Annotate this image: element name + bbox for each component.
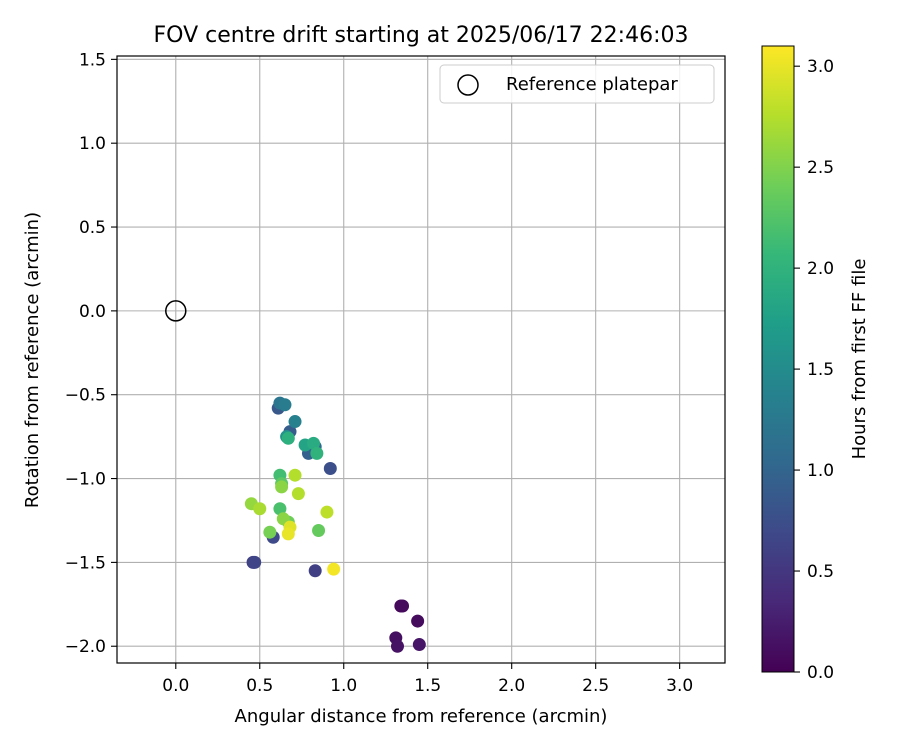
data-point	[412, 638, 426, 652]
colorbar: 0.0 0.5 1.0 1.5 2.0 2.5 3.0 Hours from first F…	[761, 45, 870, 683]
data-point	[273, 502, 287, 516]
y-tick-label: 0.0	[79, 302, 106, 322]
legend-reference-label: Reference platepar	[506, 74, 678, 95]
x-axis-ticks: 0.0 0.5 1.0 1.5 2.0 2.5 3.0	[162, 663, 693, 696]
y-tick-label: −1.0	[65, 470, 106, 490]
data-point	[396, 599, 410, 613]
data-point	[281, 527, 295, 541]
y-tick-label: 1.0	[79, 134, 106, 154]
colorbar-tick-label: 0.0	[807, 663, 834, 683]
data-point	[390, 639, 404, 653]
y-tick-label: 1.5	[79, 50, 106, 70]
data-point	[320, 505, 334, 519]
colorbar-ticks: 0.0 0.5 1.0 1.5 2.0 2.5 3.0	[794, 57, 834, 683]
legend: Reference platepar	[439, 64, 715, 104]
legend-reference-marker	[457, 74, 479, 96]
colorbar-tick-label: 2.0	[807, 259, 834, 279]
y-tick-label: −0.5	[65, 386, 106, 406]
x-tick-label: 0.5	[246, 676, 273, 696]
data-point	[248, 555, 262, 569]
grid-lines	[117, 56, 725, 663]
data-point	[263, 525, 277, 539]
x-tick-label: 2.0	[498, 676, 525, 696]
colorbar-tick-label: 1.5	[807, 360, 834, 380]
colorbar-label: Hours from first FF file	[849, 259, 870, 460]
reference-platepar-marker	[165, 300, 187, 322]
data-point	[312, 524, 326, 538]
colorbar-tick-label: 3.0	[807, 57, 834, 77]
colorbar-tick-label: 0.5	[807, 562, 834, 582]
colorbar-tick-label: 1.0	[807, 461, 834, 481]
x-tick-label: 1.5	[414, 676, 441, 696]
data-point	[275, 480, 289, 494]
data-point	[323, 461, 337, 475]
chart-title: FOV centre drift starting at 2025/06/17 …	[154, 23, 689, 48]
data-point	[327, 562, 341, 576]
y-axis-ticks: −2.0 −1.5 −1.0 −0.5 0.0 0.5 1.0 1.5	[65, 50, 117, 657]
y-tick-label: 0.5	[79, 218, 106, 238]
data-point	[281, 431, 295, 445]
x-tick-label: 3.0	[666, 676, 693, 696]
data-points	[244, 396, 426, 653]
data-point	[310, 446, 324, 460]
x-axis-label: Angular distance from reference (arcmin)	[235, 706, 608, 727]
data-point	[291, 487, 305, 501]
y-tick-label: −2.0	[65, 637, 106, 657]
plot-frame	[116, 55, 726, 664]
legend-box	[439, 64, 715, 104]
x-tick-label: 1.0	[330, 676, 357, 696]
data-point	[253, 502, 267, 516]
y-tick-label: −1.5	[65, 553, 106, 573]
data-point	[288, 415, 302, 429]
colorbar-tick-label: 2.5	[807, 158, 834, 178]
y-axis-label: Rotation from reference (arcmin)	[22, 212, 43, 508]
data-point	[278, 398, 292, 412]
x-tick-label: 2.5	[582, 676, 609, 696]
colorbar-gradient	[761, 45, 795, 673]
x-tick-label: 0.0	[162, 676, 189, 696]
data-point	[288, 468, 302, 482]
data-point	[308, 564, 322, 578]
data-point	[411, 614, 425, 628]
data-point	[307, 436, 321, 450]
